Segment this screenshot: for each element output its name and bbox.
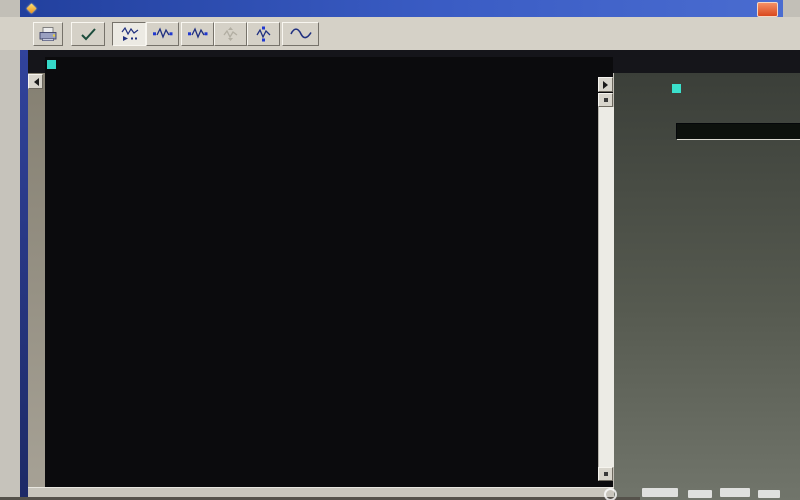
- time-axis-strip[interactable]: [28, 487, 614, 500]
- confirm-button[interactable]: [71, 22, 105, 46]
- vertical-scrollbar-track[interactable]: [598, 107, 614, 467]
- hscale-out-button[interactable]: [181, 22, 214, 46]
- chart-plot-area[interactable]: [45, 57, 613, 487]
- print-icon: [39, 27, 57, 42]
- watermark: [758, 490, 780, 498]
- scroll-left-button[interactable]: [28, 74, 43, 89]
- close-button[interactable]: [757, 2, 778, 17]
- smooth-curve-icon: [289, 28, 312, 39]
- print-button[interactable]: [33, 22, 63, 46]
- watermark: [642, 488, 678, 497]
- up-arrow-icon: [603, 98, 608, 102]
- legend-color-icon: [672, 84, 681, 93]
- watermark: [688, 490, 712, 498]
- window-inner-margin: [28, 50, 45, 500]
- wave-arrows-vertical-icon: [223, 27, 238, 41]
- window-left-border: [20, 50, 28, 500]
- vscale-button[interactable]: [247, 22, 280, 46]
- title-bar: [20, 0, 783, 17]
- wave-dots-sides-icon: [188, 27, 208, 39]
- watermark: [604, 488, 617, 500]
- toolbar: [0, 17, 800, 51]
- curve-button[interactable]: [282, 22, 319, 46]
- current-value-box: [676, 123, 800, 139]
- wave-dots-sides-icon: [153, 27, 173, 39]
- scroll-up-button[interactable]: [598, 93, 613, 107]
- photo-bottom-edge: [0, 497, 640, 500]
- scroll-right-button[interactable]: [598, 77, 613, 92]
- app-diamond-icon: [26, 3, 37, 14]
- scroll-down-button[interactable]: [598, 467, 613, 481]
- photo-edge: [0, 50, 20, 500]
- vpan-button-disabled[interactable]: [214, 22, 247, 46]
- right-arrow-icon: [602, 80, 612, 89]
- down-arrow-icon: [603, 472, 608, 476]
- hscale-in-button[interactable]: [146, 22, 179, 46]
- left-arrow-icon: [30, 77, 39, 86]
- pen-color-icon: [47, 60, 56, 69]
- wave-dots-vertical-icon: [256, 26, 271, 42]
- pen-indicator: [47, 60, 59, 69]
- run-trend-button[interactable]: [112, 22, 146, 46]
- confirm-check-icon: [81, 28, 96, 41]
- legend-panel: [614, 73, 800, 500]
- trend-run-icon: [121, 26, 138, 41]
- watermark: [720, 488, 750, 497]
